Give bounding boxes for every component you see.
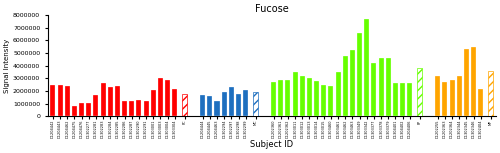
Y-axis label: Signal Intensity: Signal Intensity xyxy=(4,39,10,93)
Bar xyxy=(292,72,298,116)
Bar xyxy=(108,87,112,116)
Bar xyxy=(229,87,234,116)
Bar xyxy=(322,85,326,116)
Bar xyxy=(182,94,188,116)
Bar xyxy=(400,84,405,116)
Bar xyxy=(253,92,258,116)
Bar xyxy=(386,58,391,116)
Bar xyxy=(418,68,422,116)
Bar xyxy=(307,78,312,116)
Bar xyxy=(450,80,454,116)
Bar xyxy=(172,89,177,116)
Bar xyxy=(457,76,462,116)
Bar xyxy=(144,101,148,116)
Bar xyxy=(50,85,56,116)
Bar xyxy=(357,33,362,116)
Bar xyxy=(64,86,70,116)
Bar xyxy=(378,58,384,116)
Bar xyxy=(236,94,241,116)
Bar xyxy=(300,76,305,116)
Bar xyxy=(158,78,163,116)
Bar xyxy=(464,49,469,116)
Bar xyxy=(350,50,355,116)
Bar xyxy=(271,82,276,116)
Bar xyxy=(314,81,319,116)
Bar xyxy=(86,103,91,116)
Bar xyxy=(165,80,170,116)
Bar xyxy=(79,103,84,116)
Bar xyxy=(488,71,494,116)
Bar xyxy=(278,80,283,116)
X-axis label: Subject ID: Subject ID xyxy=(250,140,294,149)
Bar xyxy=(136,100,141,116)
Bar xyxy=(328,86,334,116)
Bar xyxy=(471,47,476,116)
Bar xyxy=(222,92,226,116)
Bar xyxy=(72,106,77,116)
Bar xyxy=(336,72,340,116)
Bar xyxy=(129,101,134,116)
Bar xyxy=(372,63,376,116)
Bar xyxy=(100,84,105,116)
Bar xyxy=(393,84,398,116)
Title: Fucose: Fucose xyxy=(255,4,288,14)
Bar xyxy=(58,85,62,116)
Bar xyxy=(122,101,127,116)
Bar xyxy=(115,86,120,116)
Bar xyxy=(343,56,348,116)
Bar xyxy=(150,90,156,116)
Bar xyxy=(408,84,412,116)
Bar xyxy=(214,101,220,116)
Bar xyxy=(364,19,370,116)
Bar xyxy=(286,80,290,116)
Bar xyxy=(208,96,212,116)
Bar xyxy=(442,82,448,116)
Bar xyxy=(478,89,484,116)
Bar xyxy=(200,95,205,116)
Bar xyxy=(243,90,248,116)
Bar xyxy=(436,76,440,116)
Bar xyxy=(94,95,98,116)
